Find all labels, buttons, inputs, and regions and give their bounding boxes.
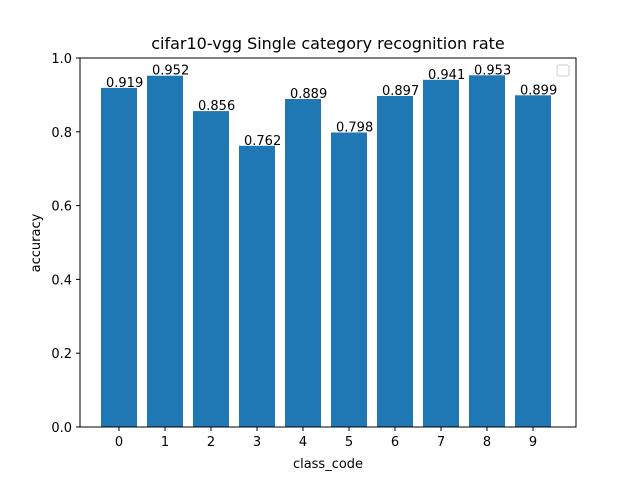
data-label-5: 0.798 xyxy=(336,121,373,136)
chart-title: cifar10-vgg Single category recognition … xyxy=(151,34,505,53)
x-tick-label-4: 4 xyxy=(299,435,307,450)
bar-5 xyxy=(331,132,367,427)
data-label-0: 0.919 xyxy=(106,76,143,91)
bars-group xyxy=(101,75,551,428)
data-label-7: 0.941 xyxy=(428,68,465,83)
x-tick-label-1: 1 xyxy=(161,435,169,450)
x-tick-label-7: 7 xyxy=(437,435,445,450)
bar-0 xyxy=(101,87,137,428)
data-labels-group: 0.919 0.952 0.856 0.762 0.889 0.798 0.897 0.941… xyxy=(106,63,557,149)
y-tick-label-0.6: 0.6 xyxy=(51,200,72,215)
x-tick-label-9: 9 xyxy=(529,435,537,450)
x-tick-label-6: 6 xyxy=(391,435,399,450)
y-axis: 0.0 0.2 0.4 0.6 0.8 1.0 xyxy=(51,52,80,436)
data-label-9: 0.899 xyxy=(520,83,557,98)
bar-2 xyxy=(193,111,229,427)
data-label-6: 0.897 xyxy=(382,84,419,99)
bar-8 xyxy=(469,75,505,428)
data-label-2: 0.856 xyxy=(198,99,235,114)
plot-frame xyxy=(79,57,577,428)
x-tick-label-3: 3 xyxy=(253,435,261,450)
bar-4 xyxy=(285,99,321,427)
x-tick-label-8: 8 xyxy=(483,435,491,450)
x-tick-label-0: 0 xyxy=(115,435,123,450)
y-tick-label-0.2: 0.2 xyxy=(51,347,72,362)
bar-6 xyxy=(377,96,413,427)
data-label-1: 0.952 xyxy=(152,64,189,79)
bar-3 xyxy=(239,145,275,428)
x-axis: 0 1 2 3 4 5 6 7 8 9 xyxy=(115,427,537,450)
y-tick-label-1.0: 1.0 xyxy=(51,52,72,67)
x-tick-label-2: 2 xyxy=(207,435,215,450)
x-tick-label-5: 5 xyxy=(345,435,353,450)
bar-9 xyxy=(515,95,551,428)
x-axis-title: class_code xyxy=(293,457,363,472)
bar-1 xyxy=(147,75,183,427)
bar-7 xyxy=(423,79,459,428)
data-label-4: 0.889 xyxy=(290,87,327,102)
y-axis-title: accuracy xyxy=(29,213,44,272)
data-label-3: 0.762 xyxy=(244,134,281,149)
data-label-8: 0.953 xyxy=(474,63,511,78)
legend-box xyxy=(556,64,570,77)
y-tick-label-0.4: 0.4 xyxy=(51,273,72,288)
y-tick-label-0.8: 0.8 xyxy=(51,126,72,141)
y-tick-label-0.0: 0.0 xyxy=(51,421,72,436)
